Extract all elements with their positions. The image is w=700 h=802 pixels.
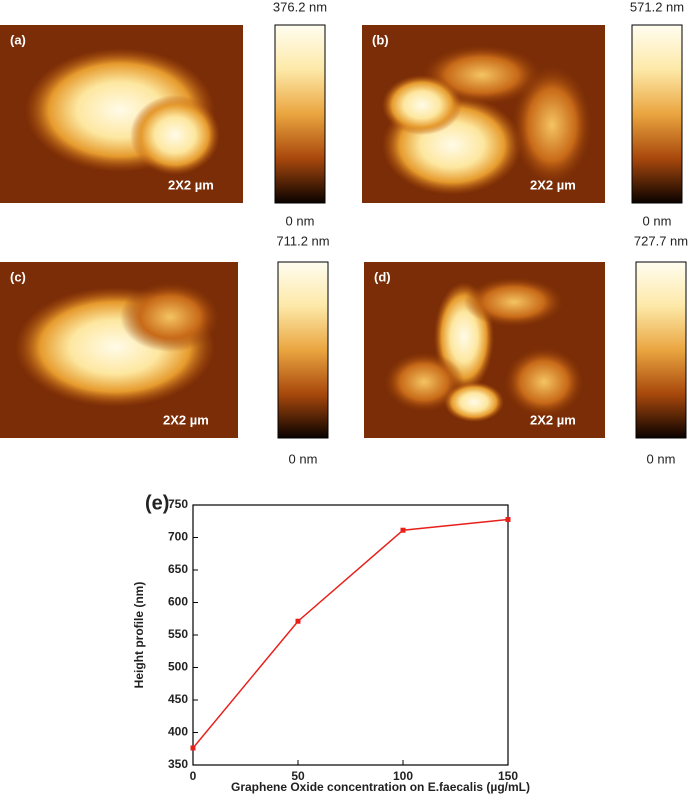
- y-tick-label: 400: [168, 725, 188, 739]
- panel-label: (a): [10, 32, 26, 47]
- y-tick-label: 500: [168, 660, 188, 674]
- scale-label: 2X2 µm: [530, 177, 576, 192]
- y-tick-label: 350: [168, 757, 188, 771]
- plot-frame: [192, 504, 509, 766]
- y-tick-label: 600: [168, 595, 188, 609]
- x-tick-label: 150: [498, 769, 518, 783]
- afm-feature: [382, 75, 462, 135]
- afm-feature: [444, 382, 504, 422]
- y-tick-label: 700: [168, 530, 188, 544]
- afm-feature: [464, 277, 564, 327]
- color-bar-min: 0 nm: [647, 451, 676, 466]
- x-axis-label: Graphene Oxide concentration on E.faecal…: [231, 780, 530, 794]
- color-bar: [635, 261, 687, 439]
- afm-panel: (b) 2X2 µm 571.2 nm 0 nm: [362, 0, 684, 228]
- afm-feature: [504, 347, 584, 417]
- y-axis-label: Height profile (nm): [132, 582, 146, 689]
- data-point: [295, 618, 301, 624]
- color-bar-max: 727.7 nm: [634, 233, 688, 248]
- x-tick-label: 100: [393, 769, 413, 783]
- scale-label: 2X2 µm: [163, 412, 209, 427]
- color-bar-max: 376.2 nm: [273, 0, 327, 14]
- scale-label: 2X2 µm: [168, 177, 214, 192]
- y-tick-label: 650: [168, 562, 188, 576]
- afm-feature: [120, 282, 220, 352]
- afm-feature: [512, 65, 592, 185]
- afm-feature: [384, 352, 464, 412]
- x-tick-label: 0: [190, 769, 197, 783]
- color-bar: [274, 24, 326, 204]
- y-tick-label: 450: [168, 692, 188, 706]
- color-bar-max: 711.2 nm: [276, 233, 329, 248]
- color-bar-min: 0 nm: [643, 213, 672, 228]
- color-bar-min: 0 nm: [286, 213, 315, 228]
- data-point: [505, 516, 511, 522]
- color-bar-max: 571.2 nm: [630, 0, 684, 14]
- color-bar: [277, 261, 329, 439]
- data-point: [400, 527, 406, 533]
- afm-panel: (c) 2X2 µm 711.2 nm 0 nm: [0, 233, 330, 466]
- afm-feature: [130, 95, 220, 175]
- panel-label: (e): [145, 492, 169, 514]
- data-line: [192, 518, 509, 749]
- scale-label: 2X2 µm: [530, 412, 576, 427]
- panel-label: (d): [374, 269, 391, 284]
- panel-label: (b): [372, 32, 389, 47]
- y-tick-label: 750: [168, 497, 188, 511]
- color-bar-min: 0 nm: [289, 451, 318, 466]
- afm-panel: (a) 2X2 µm 376.2 nm 0 nm: [0, 0, 327, 228]
- color-bar: [631, 24, 683, 204]
- panel-label: (c): [10, 269, 26, 284]
- data-point: [190, 745, 196, 751]
- y-tick-label: 550: [168, 627, 188, 641]
- afm-panel: (d) 2X2 µm 727.7 nm 0 nm: [364, 233, 688, 466]
- x-tick-label: 50: [291, 769, 305, 783]
